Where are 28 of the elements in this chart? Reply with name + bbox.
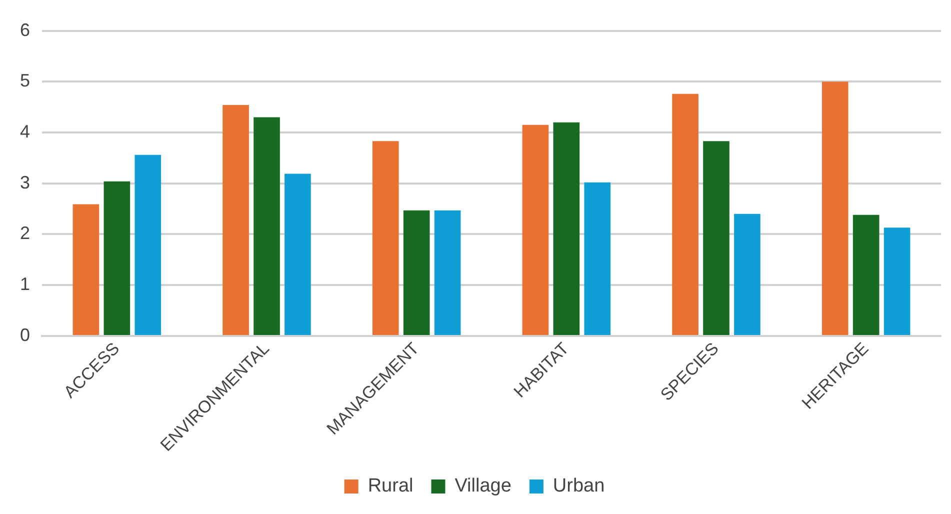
- bar: [222, 105, 249, 335]
- bar: [734, 214, 760, 335]
- bar: [403, 210, 430, 335]
- y-tick-label: 4: [20, 121, 30, 142]
- bar: [434, 210, 461, 335]
- y-tick-label: 3: [20, 172, 30, 192]
- bar: [584, 182, 611, 335]
- y-tick-label: 1: [20, 274, 30, 294]
- bar: [703, 141, 730, 335]
- bar: [284, 174, 311, 335]
- legend-label: Urban: [552, 476, 605, 497]
- bar: [72, 204, 100, 335]
- bar: [372, 141, 399, 335]
- y-tick-label: 2: [20, 223, 30, 244]
- bar: [134, 154, 162, 335]
- y-tick-label: 5: [20, 70, 30, 91]
- legend-label: Village: [454, 476, 512, 497]
- bar: [104, 181, 130, 335]
- bar: [254, 117, 280, 335]
- bar: [522, 124, 549, 335]
- y-tick-label: 6: [20, 20, 30, 40]
- bar: [553, 122, 580, 335]
- bar: [852, 214, 880, 335]
- bar: [822, 82, 848, 335]
- y-tick-label: 0: [20, 324, 30, 345]
- legend-label: Rural: [368, 476, 414, 497]
- bar: [884, 228, 910, 335]
- bar: [672, 94, 698, 335]
